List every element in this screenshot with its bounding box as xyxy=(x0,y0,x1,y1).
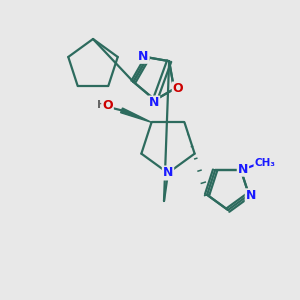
Text: O: O xyxy=(173,82,183,95)
Polygon shape xyxy=(121,108,152,122)
Text: CH₃: CH₃ xyxy=(254,158,275,168)
Text: N: N xyxy=(246,189,256,202)
Text: N: N xyxy=(138,50,149,63)
Text: N: N xyxy=(149,97,159,110)
Text: N: N xyxy=(163,167,173,179)
Text: H: H xyxy=(97,100,106,110)
Text: O: O xyxy=(102,99,113,112)
Text: N: N xyxy=(238,163,248,176)
